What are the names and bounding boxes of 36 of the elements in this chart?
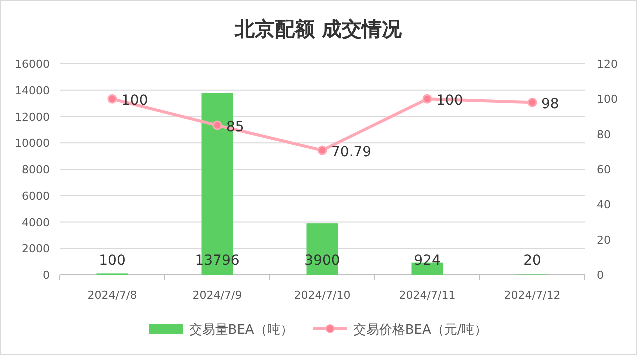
x-tick-label: 2024/7/11	[399, 289, 456, 302]
point	[212, 120, 222, 130]
y-tick-label: 6000	[22, 190, 50, 203]
y-tick-label: 10000	[15, 137, 50, 150]
data-label: 100	[99, 253, 126, 269]
x-tick-label: 2024/7/12	[504, 289, 561, 302]
point	[108, 94, 118, 104]
x-tick-label: 2024/7/9	[192, 289, 242, 302]
point	[318, 146, 328, 156]
data-label: 98	[542, 96, 560, 113]
y-tick-label: 12000	[15, 110, 50, 124]
data-label: 85	[226, 120, 244, 136]
data-label: 20	[524, 253, 542, 269]
y2-tick-label: 40	[597, 198, 611, 212]
data-label: 100	[122, 93, 148, 110]
y2-tick-label: 0	[597, 269, 604, 282]
y-tick-label: 14000	[15, 84, 50, 98]
x-tick-label: 2024/7/10	[294, 289, 351, 302]
y2-tick-label: 20	[597, 234, 611, 247]
data-label: 70.79	[332, 144, 372, 161]
y-tick-label: 2000	[22, 242, 50, 256]
x-tick-label: 2024/7/8	[88, 289, 138, 302]
y2-tick-label: 100	[597, 93, 618, 106]
y-tick-label: 8000	[22, 164, 50, 176]
point	[422, 94, 432, 104]
legend-label: 交易量BEA（吨）	[189, 322, 294, 338]
y-tick-label: 4000	[22, 216, 50, 230]
data-label: 100	[436, 93, 464, 110]
legend-label: 交易价格BEA（元/吨）	[353, 322, 488, 338]
y-tick-label: 0	[43, 269, 50, 282]
y-tick-label: 16000	[15, 58, 50, 71]
y2-tick-label: 120	[597, 58, 618, 71]
chart-title: 北京配额 成交情况	[234, 17, 403, 41]
y2-tick-label: 60	[597, 164, 611, 176]
point	[528, 98, 538, 108]
y2-tick-label: 80	[597, 128, 611, 142]
